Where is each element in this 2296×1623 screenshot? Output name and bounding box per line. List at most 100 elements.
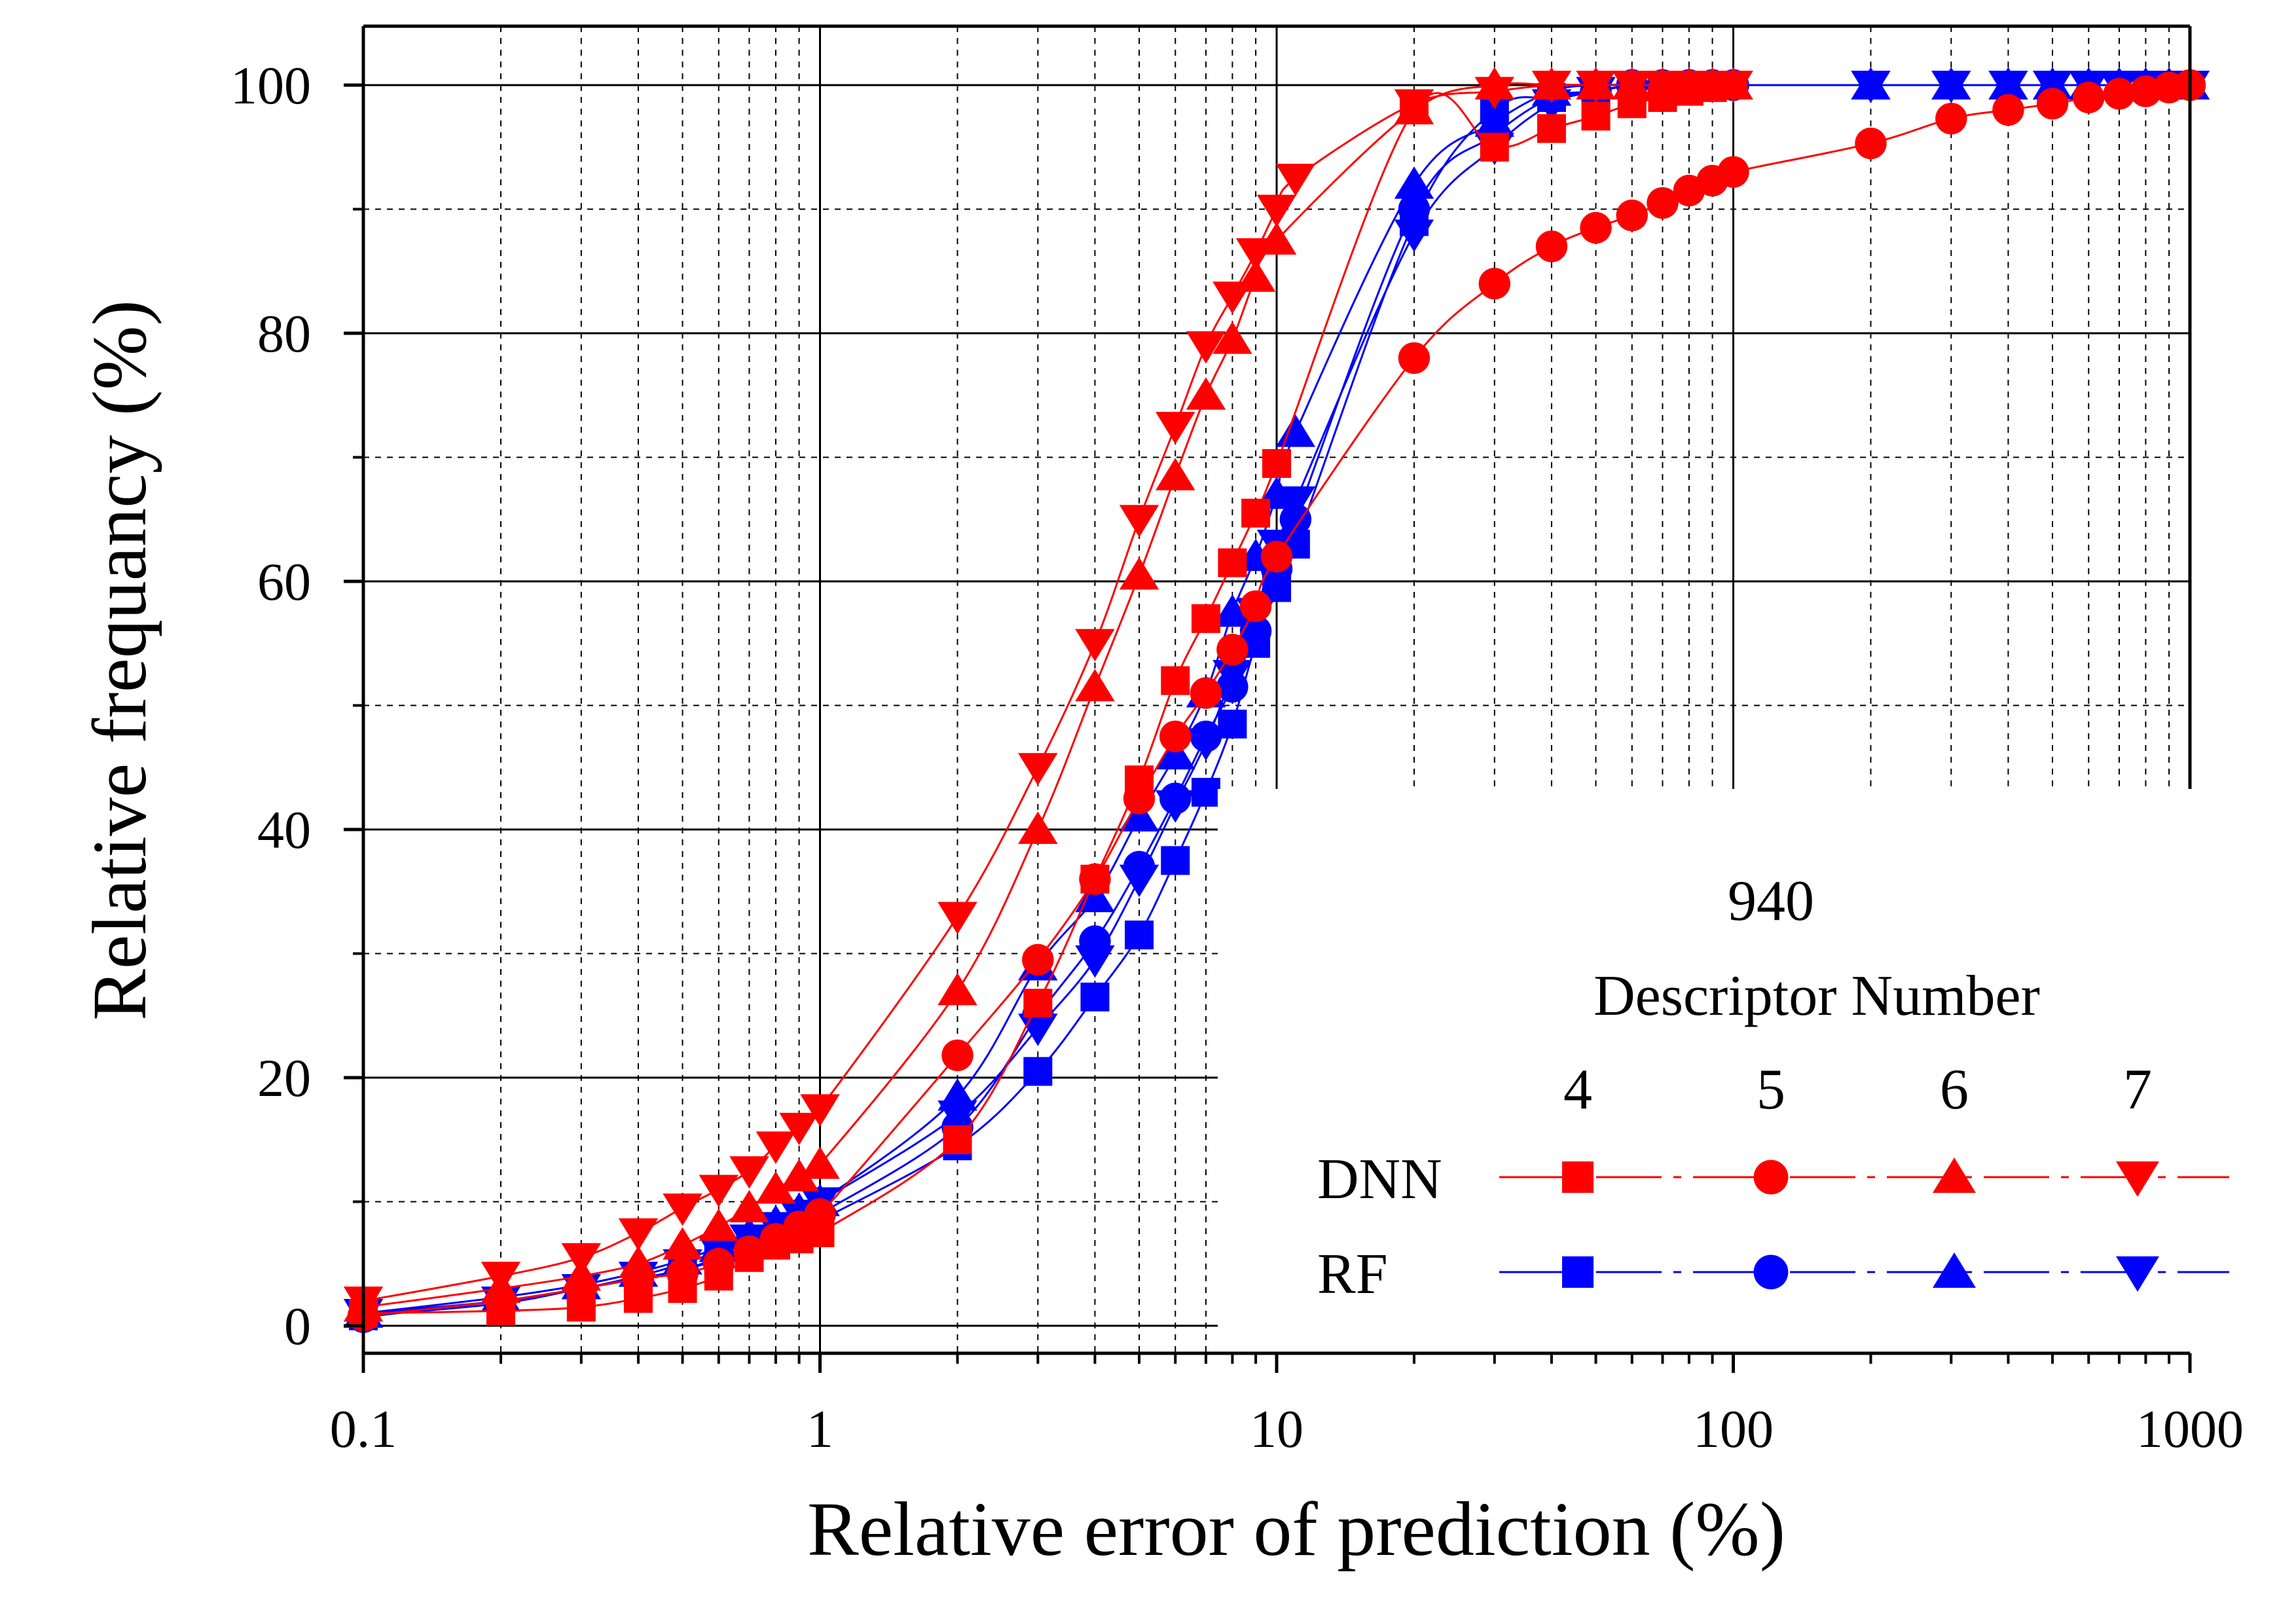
data-point-dnn-7-9: [1235, 238, 1276, 271]
data-point-dnn-7-7: [1186, 331, 1226, 364]
series-layer: [343, 67, 2210, 1333]
data-point-dnn-6-2: [938, 972, 977, 1006]
data-point-dnn-7-10: [1256, 194, 1297, 227]
axes: [344, 24, 2192, 1373]
data-point-dnn-7-0.8: [756, 1131, 796, 1164]
data-point-dnn-7-0.3: [561, 1243, 602, 1276]
data-point-dnn-4-8: [1218, 548, 1247, 577]
data-point-dnn-5-200: [1855, 127, 1887, 160]
data-point-dnn-7-11: [1275, 164, 1316, 196]
data-point-dnn-7-4: [1075, 629, 1115, 662]
data-point-dnn-5-7: [1190, 677, 1222, 709]
series-dnn-6: [343, 67, 1753, 1322]
legend-marker-rf-5: [1753, 1254, 1789, 1290]
data-point-dnn-6-0.6: [699, 1208, 739, 1241]
data-point-rf-7-11: [1275, 486, 1316, 519]
data-point-rf-6-5: [1119, 799, 1159, 832]
data-point-rf-6-8: [1212, 594, 1252, 627]
data-point-dnn-5-3: [1022, 943, 1054, 976]
data-point-dnn-6-4: [1075, 668, 1115, 702]
data-point-dnn-5-40: [1535, 230, 1568, 263]
data-point-dnn-6-6: [1156, 458, 1195, 490]
data-point-dnn-7-8: [1212, 282, 1252, 314]
data-point-rf-7-200: [1851, 71, 1891, 103]
legend-column-6: 6: [1940, 1058, 1969, 1122]
x-tick-label-100: 100: [1693, 1399, 1774, 1459]
data-point-dnn-7-100: [1713, 71, 1753, 103]
data-point-dnn-7-2: [938, 902, 977, 935]
data-point-rf-4-3: [1023, 1057, 1053, 1086]
x-tick-label-10: 10: [1250, 1399, 1303, 1459]
y-tick-label-80: 80: [257, 304, 311, 363]
y-tick-label-40: 40: [257, 800, 311, 860]
data-point-dnn-5-700: [2103, 78, 2136, 110]
data-point-dnn-6-7: [1186, 377, 1226, 410]
data-point-dnn-5-5: [1123, 782, 1156, 814]
x-tick-label-1: 1: [807, 1399, 833, 1459]
data-point-dnn-7-0.4: [618, 1218, 659, 1251]
data-point-dnn-5-20: [1398, 342, 1430, 374]
data-point-dnn-7-50: [1576, 71, 1616, 103]
data-point-rf-7-4: [1075, 945, 1115, 978]
data-point-dnn-5-0.6: [702, 1248, 735, 1280]
data-point-dnn-7-70: [1643, 71, 1683, 103]
data-point-rf-6-20: [1394, 166, 1434, 199]
data-point-dnn-5-10: [1260, 540, 1293, 573]
data-point-dnn-5-500: [2036, 88, 2069, 120]
data-point-rf-6-30: [1474, 104, 1515, 137]
data-point-rf-4-6: [1161, 846, 1190, 875]
data-point-dnn-6-0.4: [618, 1245, 659, 1279]
data-point-dnn-7-0.9: [779, 1112, 819, 1146]
data-point-dnn-5-70: [1647, 187, 1679, 219]
series-dnn-5: [347, 69, 2206, 1332]
data-point-dnn-6-0.5: [663, 1227, 702, 1260]
data-point-rf-4-8: [1218, 709, 1247, 739]
data-point-dnn-5-0.7: [733, 1235, 765, 1267]
legend-marker-dnn-5: [1753, 1159, 1789, 1195]
data-point-rf-7-2: [938, 1100, 977, 1133]
data-point-dnn-5-1: [804, 1198, 836, 1230]
data-point-rf-4-7: [1191, 778, 1220, 807]
x-tick-label-1000: 1000: [2136, 1399, 2244, 1459]
x-axis-title: Relative error of prediction (%): [807, 1486, 1785, 1572]
legend-marker-rf-4: [1562, 1256, 1594, 1288]
legend-background: [1218, 789, 2191, 1353]
legend-column-5: 5: [1757, 1058, 1785, 1122]
data-point-dnn-6-1: [800, 1146, 840, 1179]
data-point-dnn-7-5: [1119, 505, 1159, 538]
legend-column-4: 4: [1563, 1058, 1592, 1122]
x-tick-labels: 0.1 1 10 100 1000: [330, 1399, 2244, 1459]
legend-title-descriptor: Descriptor Number: [1594, 964, 2040, 1028]
data-point-rf-7-500: [2032, 71, 2073, 103]
data-point-dnn-7-0.2: [481, 1262, 521, 1294]
legend-marker-rf-6: [1933, 1252, 1976, 1288]
y-axis-title: Relative frequancy (%): [77, 300, 162, 1021]
data-point-dnn-6-0.9: [779, 1159, 819, 1192]
y-tick-labels: 0 20 40 60 80 100: [230, 56, 311, 1356]
legend-row-dnn: DNN: [1317, 1148, 1442, 1211]
data-point-rf-5-11: [1279, 503, 1312, 536]
data-point-dnn-5-400: [1992, 94, 2024, 126]
data-point-dnn-5-60: [1616, 199, 1648, 232]
data-point-rf-7-6: [1156, 790, 1195, 823]
data-point-rf-7-5: [1119, 864, 1159, 898]
x-tick-label-0.1: 0.1: [330, 1399, 397, 1459]
y-tick-label-60: 60: [257, 552, 311, 611]
data-point-dnn-4-40: [1537, 114, 1566, 143]
legend-marker-rf-7: [2116, 1256, 2159, 1292]
data-point-rf-7-7: [1186, 728, 1226, 761]
data-point-dnn-7-0.7: [729, 1156, 769, 1189]
data-point-dnn-6-8: [1212, 321, 1252, 354]
data-point-dnn-4-10: [1262, 448, 1291, 478]
data-point-dnn-4-30: [1480, 132, 1509, 162]
y-tick-label-100: 100: [230, 56, 311, 115]
data-point-dnn-5-100: [1717, 156, 1749, 188]
data-point-dnn-5-50: [1580, 211, 1612, 244]
data-point-dnn-7-0.5: [663, 1193, 702, 1226]
data-point-dnn-6-0.7: [729, 1190, 769, 1222]
y-tick-label-20: 20: [257, 1048, 311, 1108]
legend-marker-dnn-4: [1562, 1161, 1594, 1193]
data-point-dnn-6-5: [1119, 557, 1159, 590]
data-point-dnn-7-40: [1531, 71, 1572, 103]
